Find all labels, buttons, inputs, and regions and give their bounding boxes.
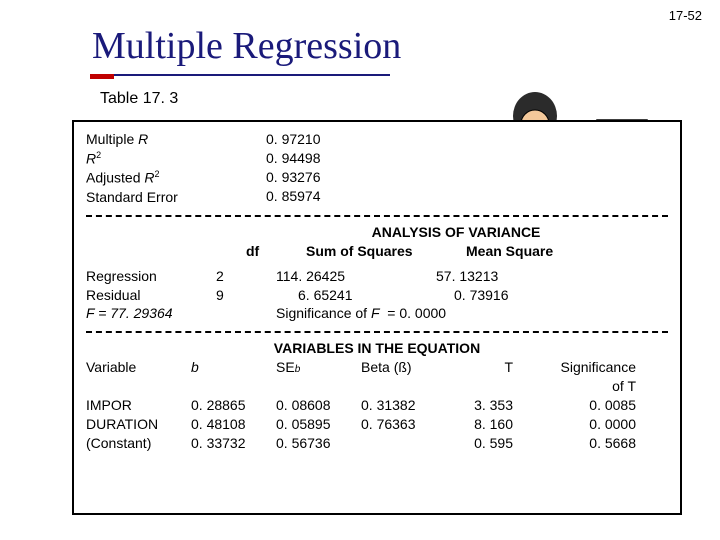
veq-t: 3. 353 [456, 396, 531, 415]
veq-sig: 0. 0000 [531, 415, 636, 434]
veq-var: (Constant) [86, 434, 191, 453]
veq-var: DURATION [86, 415, 191, 434]
anova-df: 9 [216, 286, 276, 305]
page-title: Multiple Regression [92, 24, 401, 68]
stat-label: R2 [86, 149, 206, 169]
stat-label: Standard Error [86, 188, 206, 207]
stat-labels: Multiple R R2 Adjusted R2 Standard Error [86, 130, 206, 207]
stat-value: 0. 97210 [266, 130, 356, 149]
anova-ms: 0. 73916 [436, 286, 576, 305]
divider [86, 331, 668, 333]
veq-col-sig: Significanceof T [531, 358, 636, 396]
veq-sig: 0. 0085 [531, 396, 636, 415]
veq-sig: 0. 5668 [531, 434, 636, 453]
page-number: 17-52 [669, 8, 702, 23]
veq-b: 0. 28865 [191, 396, 276, 415]
anova-heading: ANALYSIS OF VARIANCE [306, 223, 606, 242]
veq-row: IMPOR 0. 28865 0. 08608 0. 31382 3. 353 … [86, 396, 668, 415]
veq-col-se: SEb [276, 358, 361, 396]
veq-beta: 0. 31382 [361, 396, 456, 415]
stat-value: 0. 94498 [266, 149, 356, 168]
anova-source: Regression [86, 267, 216, 286]
anova-ss: 6. 65241 [276, 286, 436, 305]
anova-row: Regression 2 114. 26425 57. 13213 [86, 267, 668, 286]
stat-label: Multiple R [86, 130, 206, 149]
stat-value: 0. 93276 [266, 168, 356, 187]
content-body: Multiple R R2 Adjusted R2 Standard Error… [86, 130, 668, 453]
stat-value: 0. 85974 [266, 187, 356, 206]
veq-col-b: b [191, 358, 276, 396]
anova-col-ss: Sum of Squares [306, 242, 466, 261]
anova-ss: 114. 26425 [276, 267, 436, 286]
veq-t: 0. 595 [456, 434, 531, 453]
anova-source: Residual [86, 286, 216, 305]
anova-col-df: df [246, 242, 306, 261]
veq-row: DURATION 0. 48108 0. 05895 0. 76363 8. 1… [86, 415, 668, 434]
content-frame: Multiple R R2 Adjusted R2 Standard Error… [72, 120, 682, 515]
veq-col-beta: Beta (ß) [361, 358, 456, 396]
anova-df: 2 [216, 267, 276, 286]
veq-b: 0. 33732 [191, 434, 276, 453]
anova-sig: Significance of F = 0. 0000 [276, 304, 576, 323]
title-underline [90, 74, 390, 76]
veq-row: (Constant) 0. 33732 0. 56736 0. 595 0. 5… [86, 434, 668, 453]
table-caption: Table 17. 3 [100, 90, 178, 108]
veq-beta [361, 434, 456, 453]
stat-values: 0. 97210 0. 94498 0. 93276 0. 85974 [266, 130, 356, 207]
anova-row: Residual 9 6. 65241 0. 73916 [86, 286, 668, 305]
anova-ms: 57. 13213 [436, 267, 576, 286]
veq-heading: VARIABLES IN THE EQUATION [86, 339, 668, 358]
veq-t: 8. 160 [456, 415, 531, 434]
title-accent [90, 74, 114, 79]
anova-col-ms: Mean Square [466, 242, 606, 261]
veq-se: 0. 05895 [276, 415, 361, 434]
veq-se: 0. 56736 [276, 434, 361, 453]
veq-var: IMPOR [86, 396, 191, 415]
veq-header-row: Variable b SEb Beta (ß) T Significanceof… [86, 358, 668, 396]
divider [86, 215, 668, 217]
veq-beta: 0. 76363 [361, 415, 456, 434]
anova-f: F = 77. 29364 [86, 304, 216, 323]
model-summary: Multiple R R2 Adjusted R2 Standard Error… [86, 130, 668, 207]
anova-fline: F = 77. 29364 Significance of F = 0. 000… [86, 304, 668, 323]
veq-b: 0. 48108 [191, 415, 276, 434]
stat-label: Adjusted R2 [86, 168, 206, 188]
veq-col-t: T [456, 358, 531, 396]
veq-col-var: Variable [86, 358, 191, 396]
veq-se: 0. 08608 [276, 396, 361, 415]
anova-header: ANALYSIS OF VARIANCE df Sum of Squares M… [116, 223, 668, 261]
